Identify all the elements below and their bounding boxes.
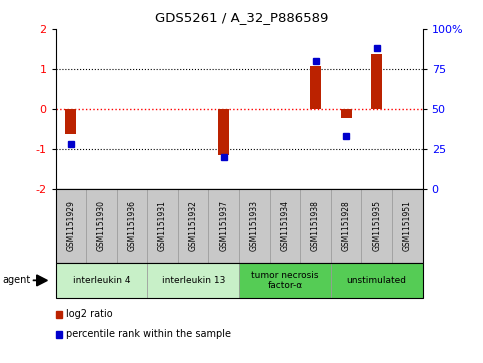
Text: GSM1151938: GSM1151938 (311, 200, 320, 252)
Text: agent: agent (2, 276, 30, 285)
Text: percentile rank within the sample: percentile rank within the sample (66, 330, 231, 339)
Text: tumor necrosis
factor-α: tumor necrosis factor-α (251, 271, 319, 290)
Text: interleukin 4: interleukin 4 (72, 276, 130, 285)
Text: GSM1151929: GSM1151929 (66, 200, 75, 252)
Text: GSM1151931: GSM1151931 (158, 200, 167, 252)
Bar (66, 109, 76, 134)
Text: GSM1151936: GSM1151936 (128, 200, 137, 252)
Text: GSM1151934: GSM1151934 (281, 200, 289, 252)
Text: log2 ratio: log2 ratio (66, 310, 113, 319)
Bar (371, 54, 382, 109)
Text: GDS5261 / A_32_P886589: GDS5261 / A_32_P886589 (155, 11, 328, 24)
Text: GSM1151935: GSM1151935 (372, 200, 381, 252)
Bar (310, 66, 321, 109)
Text: unstimulated: unstimulated (347, 276, 407, 285)
Text: GSM1151933: GSM1151933 (250, 200, 259, 252)
Text: interleukin 13: interleukin 13 (161, 276, 225, 285)
Text: GSM1151930: GSM1151930 (97, 200, 106, 252)
Text: GSM1151951: GSM1151951 (403, 200, 412, 252)
Bar (218, 109, 229, 155)
Text: GSM1151932: GSM1151932 (189, 200, 198, 252)
Text: GSM1151928: GSM1151928 (341, 201, 351, 251)
Text: GSM1151937: GSM1151937 (219, 200, 228, 252)
Bar (341, 109, 352, 118)
